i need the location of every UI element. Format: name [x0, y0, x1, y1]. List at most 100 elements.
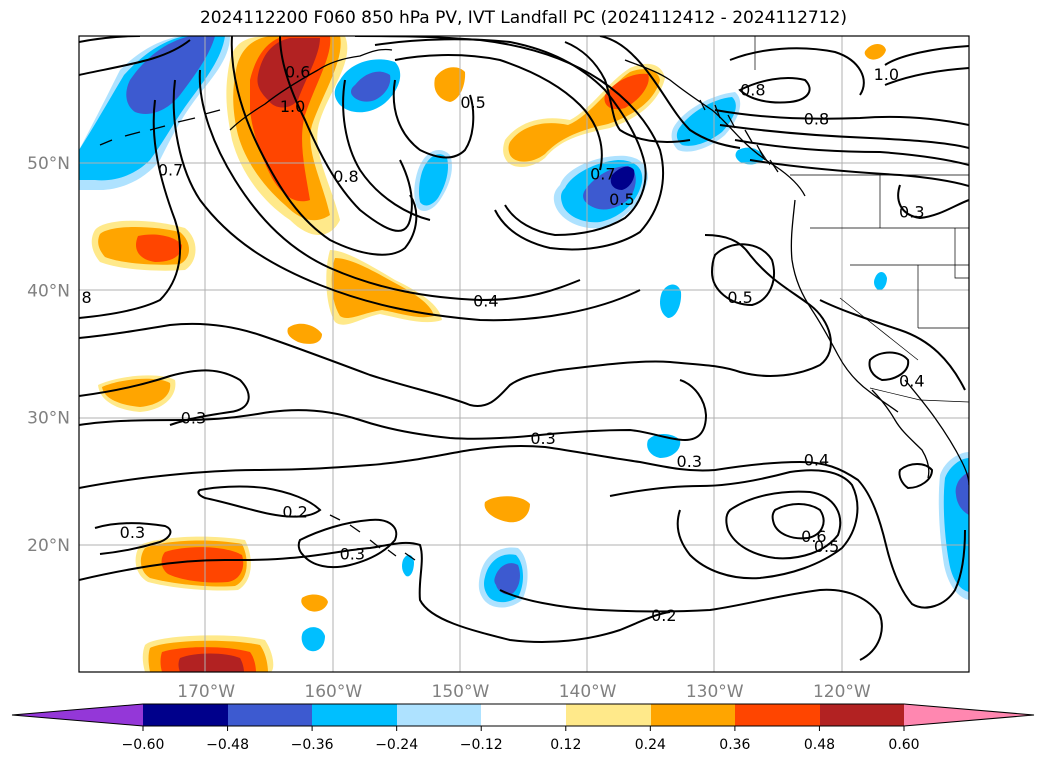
contour-8	[79, 234, 832, 407]
contour-label: 0.3	[677, 452, 702, 471]
contour-31	[734, 139, 969, 166]
colorbar-tick-label: 0.60	[888, 737, 919, 753]
contour-35	[897, 184, 969, 220]
contour-label: 0.8	[740, 80, 765, 99]
contour-label: 0.2	[651, 606, 676, 625]
contours	[79, 36, 969, 661]
coast-mexico-mainland	[904, 379, 969, 486]
contour-label: 0.6	[801, 527, 826, 546]
contour-label: 0.3	[530, 429, 555, 448]
colorbar-tick-label: 0.12	[550, 737, 581, 753]
contour-38	[898, 463, 934, 490]
border-us-mexico	[869, 387, 969, 403]
colorbar-tick-label: −0.36	[291, 737, 334, 753]
contour-18	[771, 503, 825, 540]
shade-cyan-27n	[647, 434, 681, 458]
lon-tick-label: 140°W	[559, 682, 617, 702]
contour-9	[79, 369, 250, 426]
contour-19	[499, 588, 883, 661]
contour-label: 0.4	[804, 451, 829, 470]
shade-cyan-39n	[660, 284, 682, 318]
contour-label: 0.3	[120, 523, 145, 542]
contour-label: 0.5	[814, 537, 839, 556]
shade-cyan-hawaii	[402, 554, 414, 577]
coast-alaska-peninsula	[229, 48, 393, 131]
contour-label: 0.3	[181, 409, 206, 428]
contour-21	[342, 79, 431, 221]
contour-14	[79, 541, 671, 643]
shade-coast-cold-2	[735, 147, 765, 165]
contour-labels: 0.6 1.0 0.7 0.8 0.5 0.7 0.5 0.8 0.8 1.0 0.3 8 0.4 0.5…	[82, 63, 925, 625]
lat-tick-label: 30°N	[27, 409, 70, 429]
contour-23	[374, 38, 647, 237]
contour-label: 0.3	[899, 203, 924, 222]
colorbar-seg-pos024	[651, 704, 735, 726]
contour-10	[79, 379, 708, 442]
contour-37	[868, 351, 910, 382]
colorbar-tick-labels: −0.60 −0.48 −0.36 −0.24 −0.12 0.12 0.24 0.36 0.4…	[122, 726, 920, 753]
shade-east-cold-navy	[610, 166, 635, 190]
contour-label: 0.8	[804, 110, 829, 129]
colorbar-seg-neg036	[228, 704, 312, 726]
contour-16	[609, 469, 859, 580]
contour-36	[710, 243, 775, 307]
contour-6	[172, 79, 641, 322]
coastlines	[99, 48, 969, 561]
contour-28	[729, 47, 865, 96]
contour-label: 0.2	[282, 503, 307, 522]
coast-aleutians	[99, 109, 221, 146]
shade-cyan-13n	[301, 627, 325, 652]
contour-12	[197, 485, 322, 518]
shade-orange-55	[434, 67, 466, 102]
contour-label: 0.3	[340, 545, 365, 564]
border-states	[810, 175, 969, 361]
coast-baja	[871, 389, 930, 479]
contour-4	[230, 36, 418, 256]
contour-27	[738, 77, 811, 104]
contour-label: 0.4	[899, 372, 924, 391]
colorbar-seg-pos048	[820, 704, 904, 726]
contour-30	[719, 124, 969, 149]
contour-22	[394, 54, 603, 171]
contour-34	[884, 67, 969, 86]
coast-hawaii	[329, 514, 416, 561]
lon-tick-label: 160°W	[304, 682, 362, 702]
shade-cyan-50n-inner	[418, 154, 448, 206]
shade-orange-21n	[484, 496, 530, 523]
contour-20	[392, 79, 475, 159]
lat-tick-label: 40°N	[27, 281, 70, 301]
coast-us-west	[790, 199, 899, 413]
contour-7	[79, 99, 181, 319]
colorbar-tick-label: 0.24	[635, 737, 666, 753]
shade-cyan-40n-small	[874, 272, 887, 291]
contour-label: 0.6	[285, 63, 310, 82]
contour-label: 8	[82, 288, 92, 307]
contour-label: 0.5	[460, 93, 485, 112]
lon-tick-label: 150°W	[432, 682, 490, 702]
contour-5	[198, 69, 581, 302]
colorbar-seg-neg024	[312, 704, 397, 726]
contour-32	[749, 159, 969, 187]
contour-label: 1.0	[874, 65, 899, 84]
colorbar: −0.60 −0.48 −0.36 −0.24 −0.12 0.12 0.24 0.36 0.4…	[11, 703, 1035, 753]
lon-tick-label: 130°W	[686, 682, 744, 702]
shade-orange-15n	[301, 594, 328, 612]
colorbar-tick-label: −0.48	[206, 737, 249, 753]
lat-tick-labels: 50°N 40°N 30°N 20°N	[27, 154, 70, 556]
shade-gulf-cold-blue	[351, 71, 391, 102]
contour-39	[819, 299, 966, 391]
shade-blue-17n	[494, 563, 520, 595]
contour-label: 1.0	[280, 97, 305, 116]
contour-label: 0.4	[473, 292, 498, 311]
contour-25	[564, 41, 691, 143]
lon-tick-label: 120°W	[813, 682, 871, 702]
shade-coast-cold-inner	[676, 97, 736, 146]
shade-ne-warm-red	[604, 73, 649, 110]
shade-se-band-orange	[331, 258, 434, 319]
colorbar-extend-low	[12, 704, 143, 726]
contour-label: 0.8	[333, 167, 358, 186]
colorbar-tick-label: −0.24	[375, 737, 418, 753]
colorbar-tick-label: −0.12	[460, 737, 503, 753]
shade-aleutian-warm-darkred	[257, 38, 320, 108]
